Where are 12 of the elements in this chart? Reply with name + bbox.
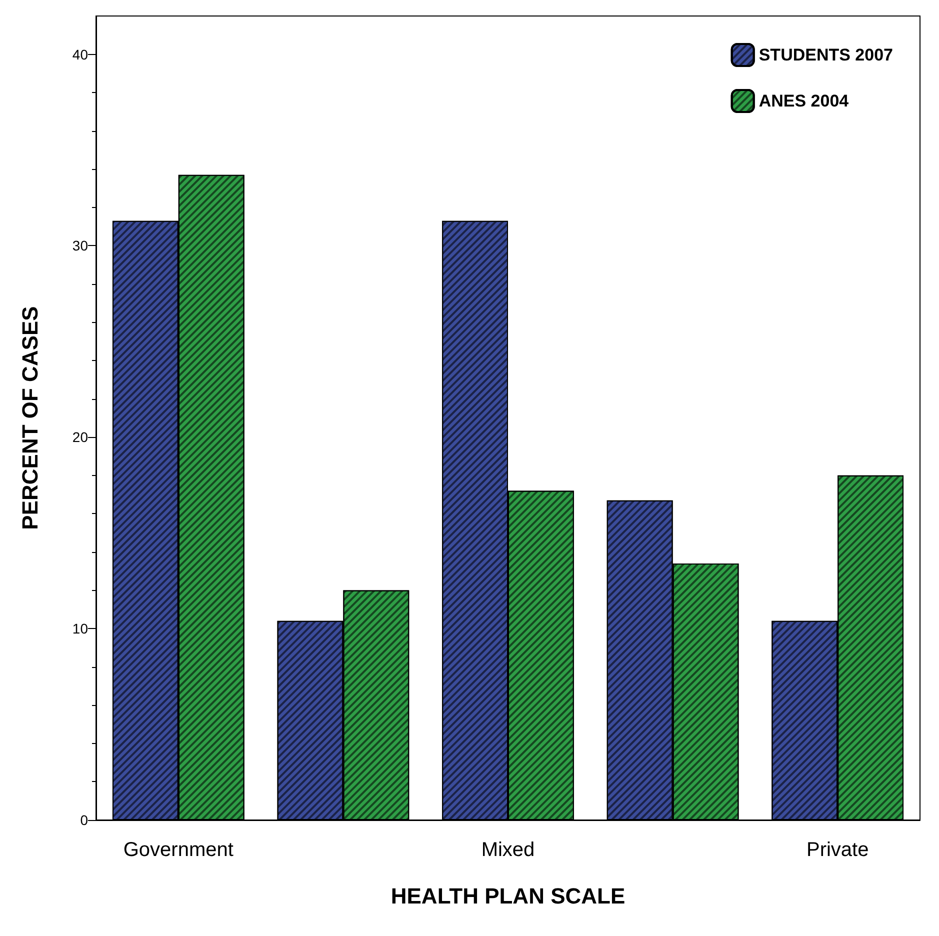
y-tick-label: 40 <box>72 46 88 62</box>
y-tick-label: 0 <box>80 812 88 828</box>
y-tick-label: 20 <box>72 429 88 446</box>
x-tick-label: Government <box>123 839 234 861</box>
x-tick-label: Mixed <box>481 839 535 861</box>
x-axis-title: HEALTH PLAN SCALE <box>390 884 626 908</box>
legend-label: STUDENTS 2007 <box>758 46 894 64</box>
legend-label: ANES 2004 <box>758 92 850 110</box>
x-tick-label: Private <box>806 839 869 861</box>
y-tick-label: 10 <box>72 620 88 637</box>
y-tick-label: 30 <box>72 238 88 254</box>
y-axis-title: PERCENT OF CASES <box>18 306 42 530</box>
